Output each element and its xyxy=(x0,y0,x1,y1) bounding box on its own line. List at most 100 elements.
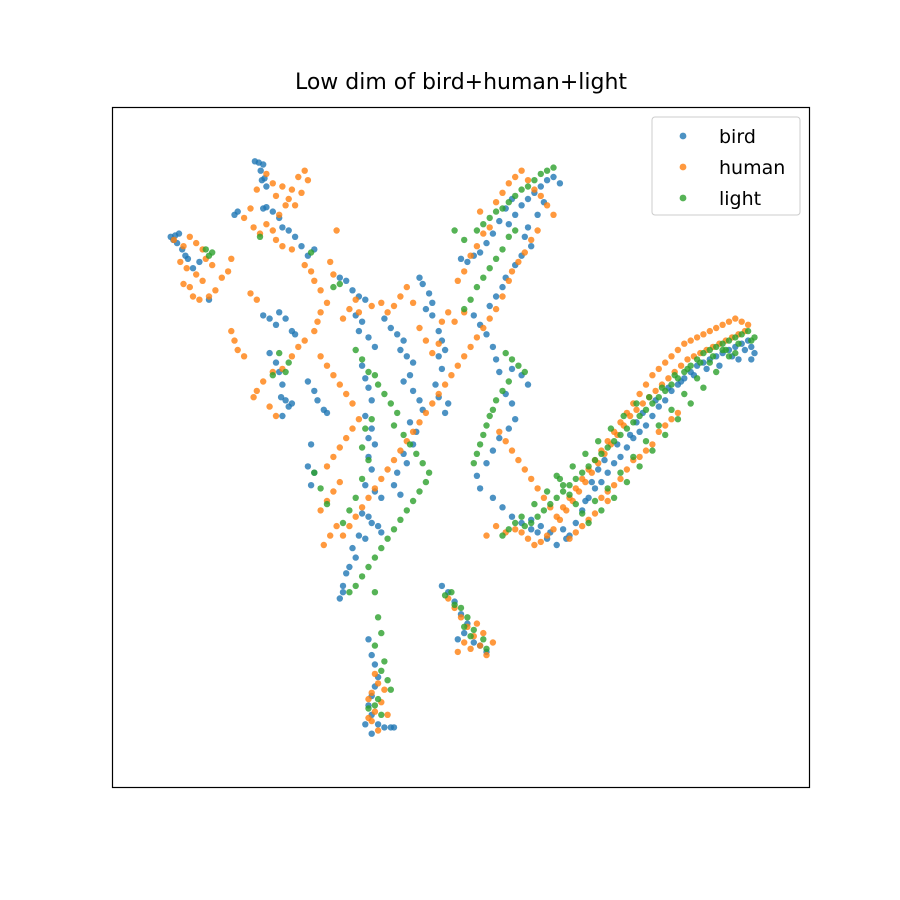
point-bird-36 xyxy=(291,331,299,338)
point-bird-211 xyxy=(748,343,755,351)
point-light-143 xyxy=(738,331,745,338)
point-light-46 xyxy=(352,494,359,501)
point-bird-186 xyxy=(591,485,599,492)
point-human-180 xyxy=(642,381,650,388)
point-bird-85 xyxy=(349,544,356,552)
point-bird-2 xyxy=(175,230,183,237)
point-light-170 xyxy=(572,500,579,508)
point-bird-173 xyxy=(476,485,484,492)
point-light-173 xyxy=(553,472,560,479)
point-bird-66 xyxy=(362,375,369,382)
point-bird-217 xyxy=(716,362,723,369)
point-human-54 xyxy=(301,337,308,344)
point-human-21 xyxy=(263,170,270,178)
point-human-147 xyxy=(336,444,343,451)
point-light-82 xyxy=(531,177,538,184)
point-bird-236 xyxy=(438,582,446,590)
point-bird-87 xyxy=(346,563,353,571)
point-light-92 xyxy=(473,283,481,291)
point-human-38 xyxy=(263,221,270,228)
point-light-194 xyxy=(725,353,733,360)
point-human-61 xyxy=(250,394,257,401)
point-light-40 xyxy=(311,469,318,476)
point-human-102 xyxy=(531,186,538,193)
point-human-133 xyxy=(365,494,372,501)
point-light-169 xyxy=(579,510,586,517)
point-human-190 xyxy=(706,327,713,335)
point-bird-136 xyxy=(512,211,519,218)
point-light-100 xyxy=(499,387,506,395)
point-human-15 xyxy=(224,268,232,275)
point-light-34 xyxy=(365,563,372,571)
point-human-13 xyxy=(212,287,219,294)
point-human-35 xyxy=(240,214,248,222)
point-light-62 xyxy=(441,592,449,599)
point-bird-12 xyxy=(234,208,241,215)
point-light-184 xyxy=(662,431,669,439)
point-bird-190 xyxy=(617,453,624,461)
point-light-177 xyxy=(604,485,611,492)
point-bird-175 xyxy=(499,504,506,511)
point-bird-162 xyxy=(508,365,516,373)
point-bird-131 xyxy=(483,239,490,247)
point-human-92 xyxy=(473,243,481,250)
point-human-159 xyxy=(508,447,516,454)
point-bird-141 xyxy=(537,183,544,190)
point-light-49 xyxy=(371,589,379,596)
point-human-139 xyxy=(327,532,334,539)
point-human-65 xyxy=(247,290,254,297)
point-human-66 xyxy=(228,327,235,335)
point-human-94 xyxy=(486,224,493,231)
point-bird-146 xyxy=(534,211,541,218)
point-bird-48 xyxy=(314,397,321,404)
point-human-74 xyxy=(368,302,375,310)
point-light-191 xyxy=(693,375,701,382)
point-human-277 xyxy=(374,727,382,734)
point-light-21 xyxy=(406,441,414,448)
point-human-25 xyxy=(285,195,292,203)
point-human-183 xyxy=(662,359,669,366)
point-bird-31 xyxy=(266,315,273,322)
point-bird-16 xyxy=(257,167,264,174)
legend-marker-bird xyxy=(679,132,687,140)
point-bird-62 xyxy=(355,327,363,335)
point-bird-178 xyxy=(528,526,535,533)
point-light-89 xyxy=(492,255,500,262)
point-bird-176 xyxy=(508,513,516,520)
point-bird-84 xyxy=(362,535,369,542)
point-light-1 xyxy=(209,249,216,256)
point-light-95 xyxy=(502,349,509,357)
point-human-19 xyxy=(177,258,184,266)
point-human-267 xyxy=(480,629,487,637)
point-human-86 xyxy=(445,309,452,316)
point-human-138 xyxy=(333,522,340,530)
point-light-35 xyxy=(358,573,366,580)
point-light-47 xyxy=(346,507,353,514)
point-human-152 xyxy=(343,390,350,398)
chart-title: Low dim of bird+human+light xyxy=(294,70,628,95)
point-bird-126 xyxy=(441,409,449,417)
point-human-118 xyxy=(461,353,468,360)
point-light-109 xyxy=(521,522,528,530)
point-bird-74 xyxy=(368,466,375,473)
point-bird-227 xyxy=(601,456,608,464)
point-bird-213 xyxy=(751,349,758,357)
point-bird-189 xyxy=(610,460,618,467)
point-light-127 xyxy=(636,412,643,420)
point-light-156 xyxy=(620,412,627,420)
point-human-131 xyxy=(378,475,385,483)
plot-area-frame xyxy=(111,106,811,789)
point-human-23 xyxy=(272,192,280,200)
point-human-156 xyxy=(317,353,324,360)
point-bird-255 xyxy=(381,724,388,731)
point-bird-257 xyxy=(387,724,394,731)
point-light-45 xyxy=(358,475,366,483)
point-light-6 xyxy=(336,280,343,288)
point-bird-46 xyxy=(304,378,312,385)
point-human-114 xyxy=(486,315,493,322)
point-bird-69 xyxy=(362,412,369,420)
point-light-187 xyxy=(668,406,675,413)
point-light-120 xyxy=(591,456,599,464)
point-light-30 xyxy=(390,526,398,533)
point-light-44 xyxy=(365,456,372,464)
